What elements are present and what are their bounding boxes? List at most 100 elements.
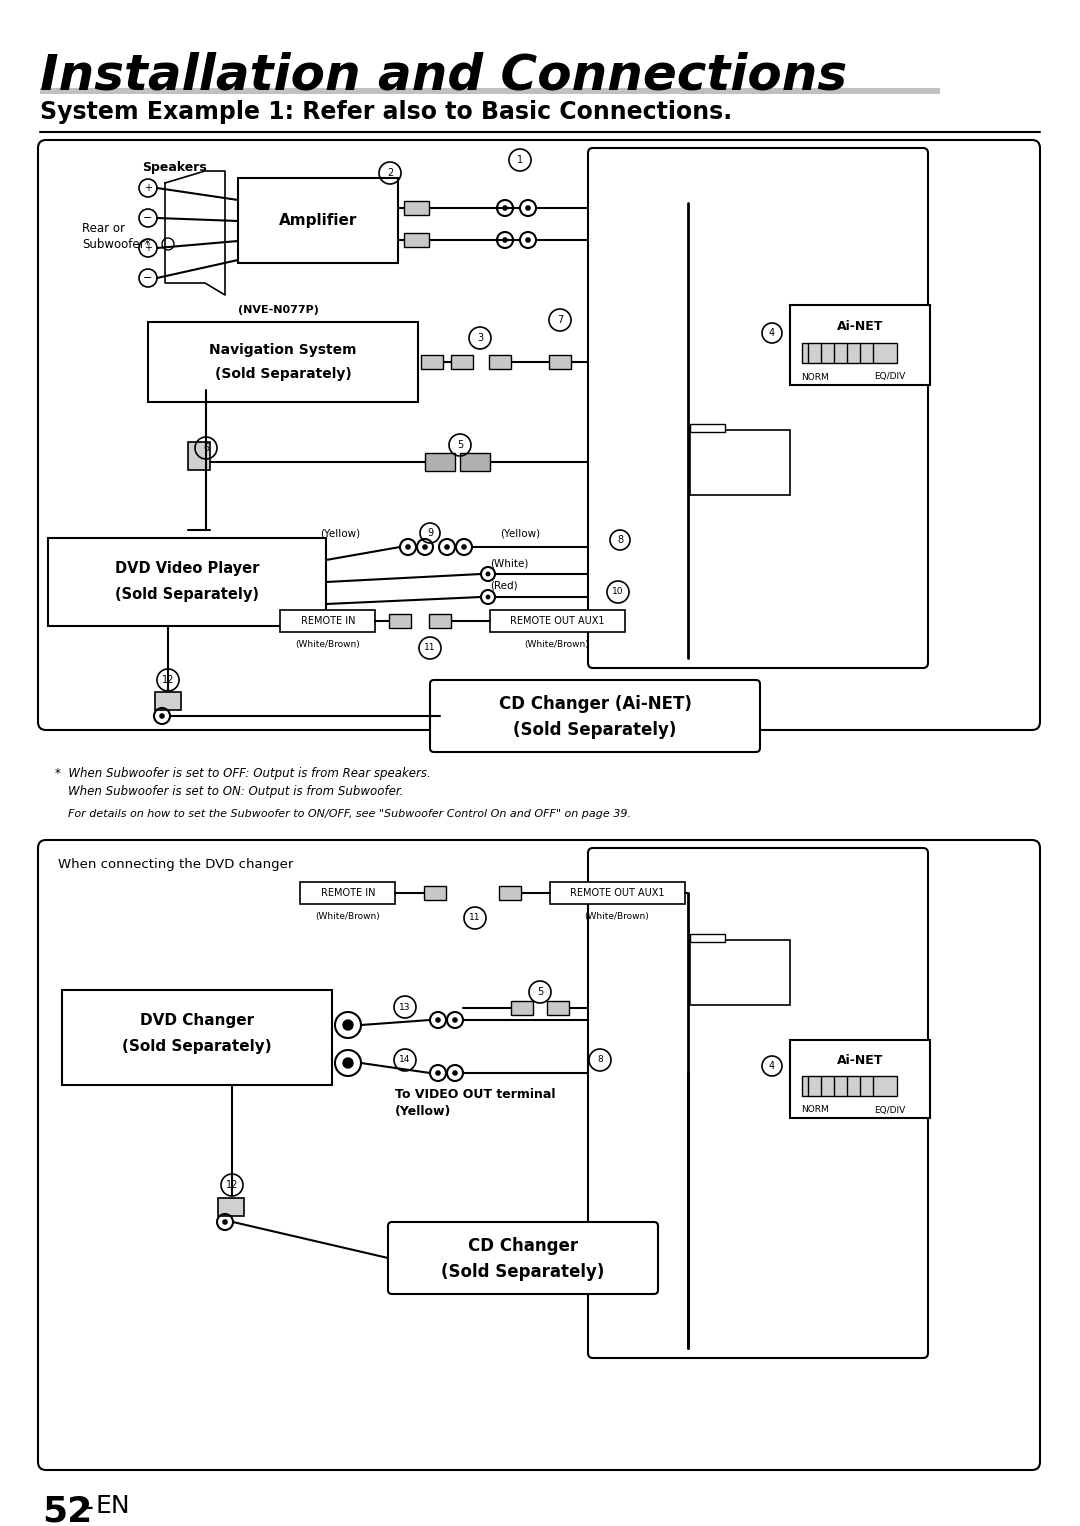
Bar — [148, 322, 418, 401]
Text: When connecting the DVD changer: When connecting the DVD changer — [58, 858, 294, 871]
Bar — [48, 539, 326, 626]
Text: (Sold Separately): (Sold Separately) — [215, 366, 351, 382]
Text: 3: 3 — [477, 333, 483, 343]
Circle shape — [453, 1070, 458, 1076]
Text: (NVE-N077P): (NVE-N077P) — [238, 305, 319, 314]
Circle shape — [222, 1219, 228, 1225]
Text: CD Changer: CD Changer — [468, 1238, 578, 1254]
Text: To VIDEO OUT terminal: To VIDEO OUT terminal — [395, 1088, 555, 1102]
Text: (Red): (Red) — [490, 581, 517, 591]
Text: Subwoofer*: Subwoofer* — [82, 238, 150, 250]
FancyBboxPatch shape — [38, 839, 1040, 1470]
Bar — [389, 613, 411, 629]
Bar — [218, 1198, 244, 1216]
Circle shape — [502, 237, 508, 243]
Text: EQ/DIV: EQ/DIV — [875, 372, 906, 382]
Text: REMOTE OUT AUX1: REMOTE OUT AUX1 — [510, 617, 604, 626]
Text: DVD Changer: DVD Changer — [140, 1012, 254, 1027]
Text: +: + — [144, 183, 152, 192]
Text: (White/Brown): (White/Brown) — [584, 911, 649, 920]
Bar — [421, 356, 443, 369]
Text: 52: 52 — [42, 1494, 92, 1526]
Circle shape — [444, 545, 449, 549]
Circle shape — [486, 595, 490, 600]
Text: (Sold Separately): (Sold Separately) — [122, 1039, 272, 1054]
Bar — [802, 1076, 897, 1096]
Circle shape — [525, 204, 530, 211]
FancyBboxPatch shape — [588, 848, 928, 1358]
Text: (White/Brown): (White/Brown) — [315, 911, 380, 920]
Text: (Sold Separately): (Sold Separately) — [114, 586, 259, 601]
Text: 14: 14 — [400, 1056, 410, 1065]
Text: REMOTE IN: REMOTE IN — [321, 888, 375, 897]
Text: 1: 1 — [517, 156, 523, 165]
Text: (Sold Separately): (Sold Separately) — [442, 1264, 605, 1280]
Text: +: + — [144, 243, 152, 253]
Bar — [460, 453, 490, 472]
Text: For details on how to set the Subwoofer to ON/OFF, see "Subwoofer Control On and: For details on how to set the Subwoofer … — [68, 809, 631, 819]
Text: 11: 11 — [424, 644, 435, 653]
Text: EN: EN — [96, 1494, 131, 1518]
Bar — [690, 424, 725, 432]
Text: Installation and Connections: Installation and Connections — [40, 52, 847, 101]
Text: Rear or: Rear or — [82, 221, 125, 235]
Circle shape — [405, 545, 410, 549]
Text: 11: 11 — [469, 914, 481, 923]
Bar — [789, 1041, 930, 1119]
Circle shape — [502, 204, 508, 211]
Bar — [690, 934, 725, 942]
Bar — [404, 233, 429, 247]
Circle shape — [525, 237, 530, 243]
Bar — [451, 356, 473, 369]
Circle shape — [461, 545, 467, 549]
Text: 8: 8 — [617, 536, 623, 545]
Text: DVD Video Player: DVD Video Player — [114, 560, 259, 575]
Bar — [156, 691, 181, 710]
Text: -: - — [84, 1494, 94, 1521]
Text: (Yellow): (Yellow) — [500, 528, 540, 539]
Bar — [499, 887, 521, 900]
FancyBboxPatch shape — [38, 140, 1040, 729]
Bar — [404, 201, 429, 215]
Text: 6: 6 — [203, 443, 210, 453]
FancyBboxPatch shape — [388, 1222, 658, 1294]
Circle shape — [435, 1070, 441, 1076]
Text: (White): (White) — [490, 559, 528, 568]
Text: NORM: NORM — [801, 372, 828, 382]
Polygon shape — [165, 171, 225, 295]
Bar — [280, 610, 375, 632]
Circle shape — [343, 1019, 353, 1030]
Text: REMOTE IN: REMOTE IN — [300, 617, 355, 626]
Bar — [690, 430, 789, 494]
Circle shape — [453, 1018, 458, 1022]
Bar — [789, 305, 930, 385]
Text: Amplifier: Amplifier — [279, 212, 357, 227]
Circle shape — [422, 545, 428, 549]
Circle shape — [435, 1018, 441, 1022]
Circle shape — [486, 572, 490, 577]
Text: 13: 13 — [400, 1003, 410, 1012]
Bar — [511, 1001, 534, 1015]
Text: 12: 12 — [226, 1180, 239, 1190]
Text: Ai-NET: Ai-NET — [837, 320, 883, 334]
Text: 12: 12 — [162, 674, 174, 685]
Text: −: − — [144, 214, 152, 223]
FancyBboxPatch shape — [430, 681, 760, 752]
Bar — [238, 179, 399, 262]
Text: 7: 7 — [557, 314, 563, 325]
Text: *  When Subwoofer is set to OFF: Output is from Rear speakers.: * When Subwoofer is set to OFF: Output i… — [55, 768, 431, 780]
Text: (Sold Separately): (Sold Separately) — [513, 720, 677, 739]
Bar — [802, 343, 897, 363]
Circle shape — [159, 713, 165, 719]
Text: 9: 9 — [427, 528, 433, 539]
Text: EQ/DIV: EQ/DIV — [875, 1105, 906, 1114]
FancyBboxPatch shape — [588, 148, 928, 668]
Bar — [550, 882, 685, 903]
Text: System Example 1: Refer also to Basic Connections.: System Example 1: Refer also to Basic Co… — [40, 101, 732, 124]
Bar — [426, 453, 455, 472]
Bar — [490, 610, 625, 632]
Text: NORM: NORM — [801, 1105, 828, 1114]
Bar — [546, 1001, 569, 1015]
Bar — [300, 882, 395, 903]
Text: When Subwoofer is set to ON: Output is from Subwoofer.: When Subwoofer is set to ON: Output is f… — [68, 786, 403, 798]
